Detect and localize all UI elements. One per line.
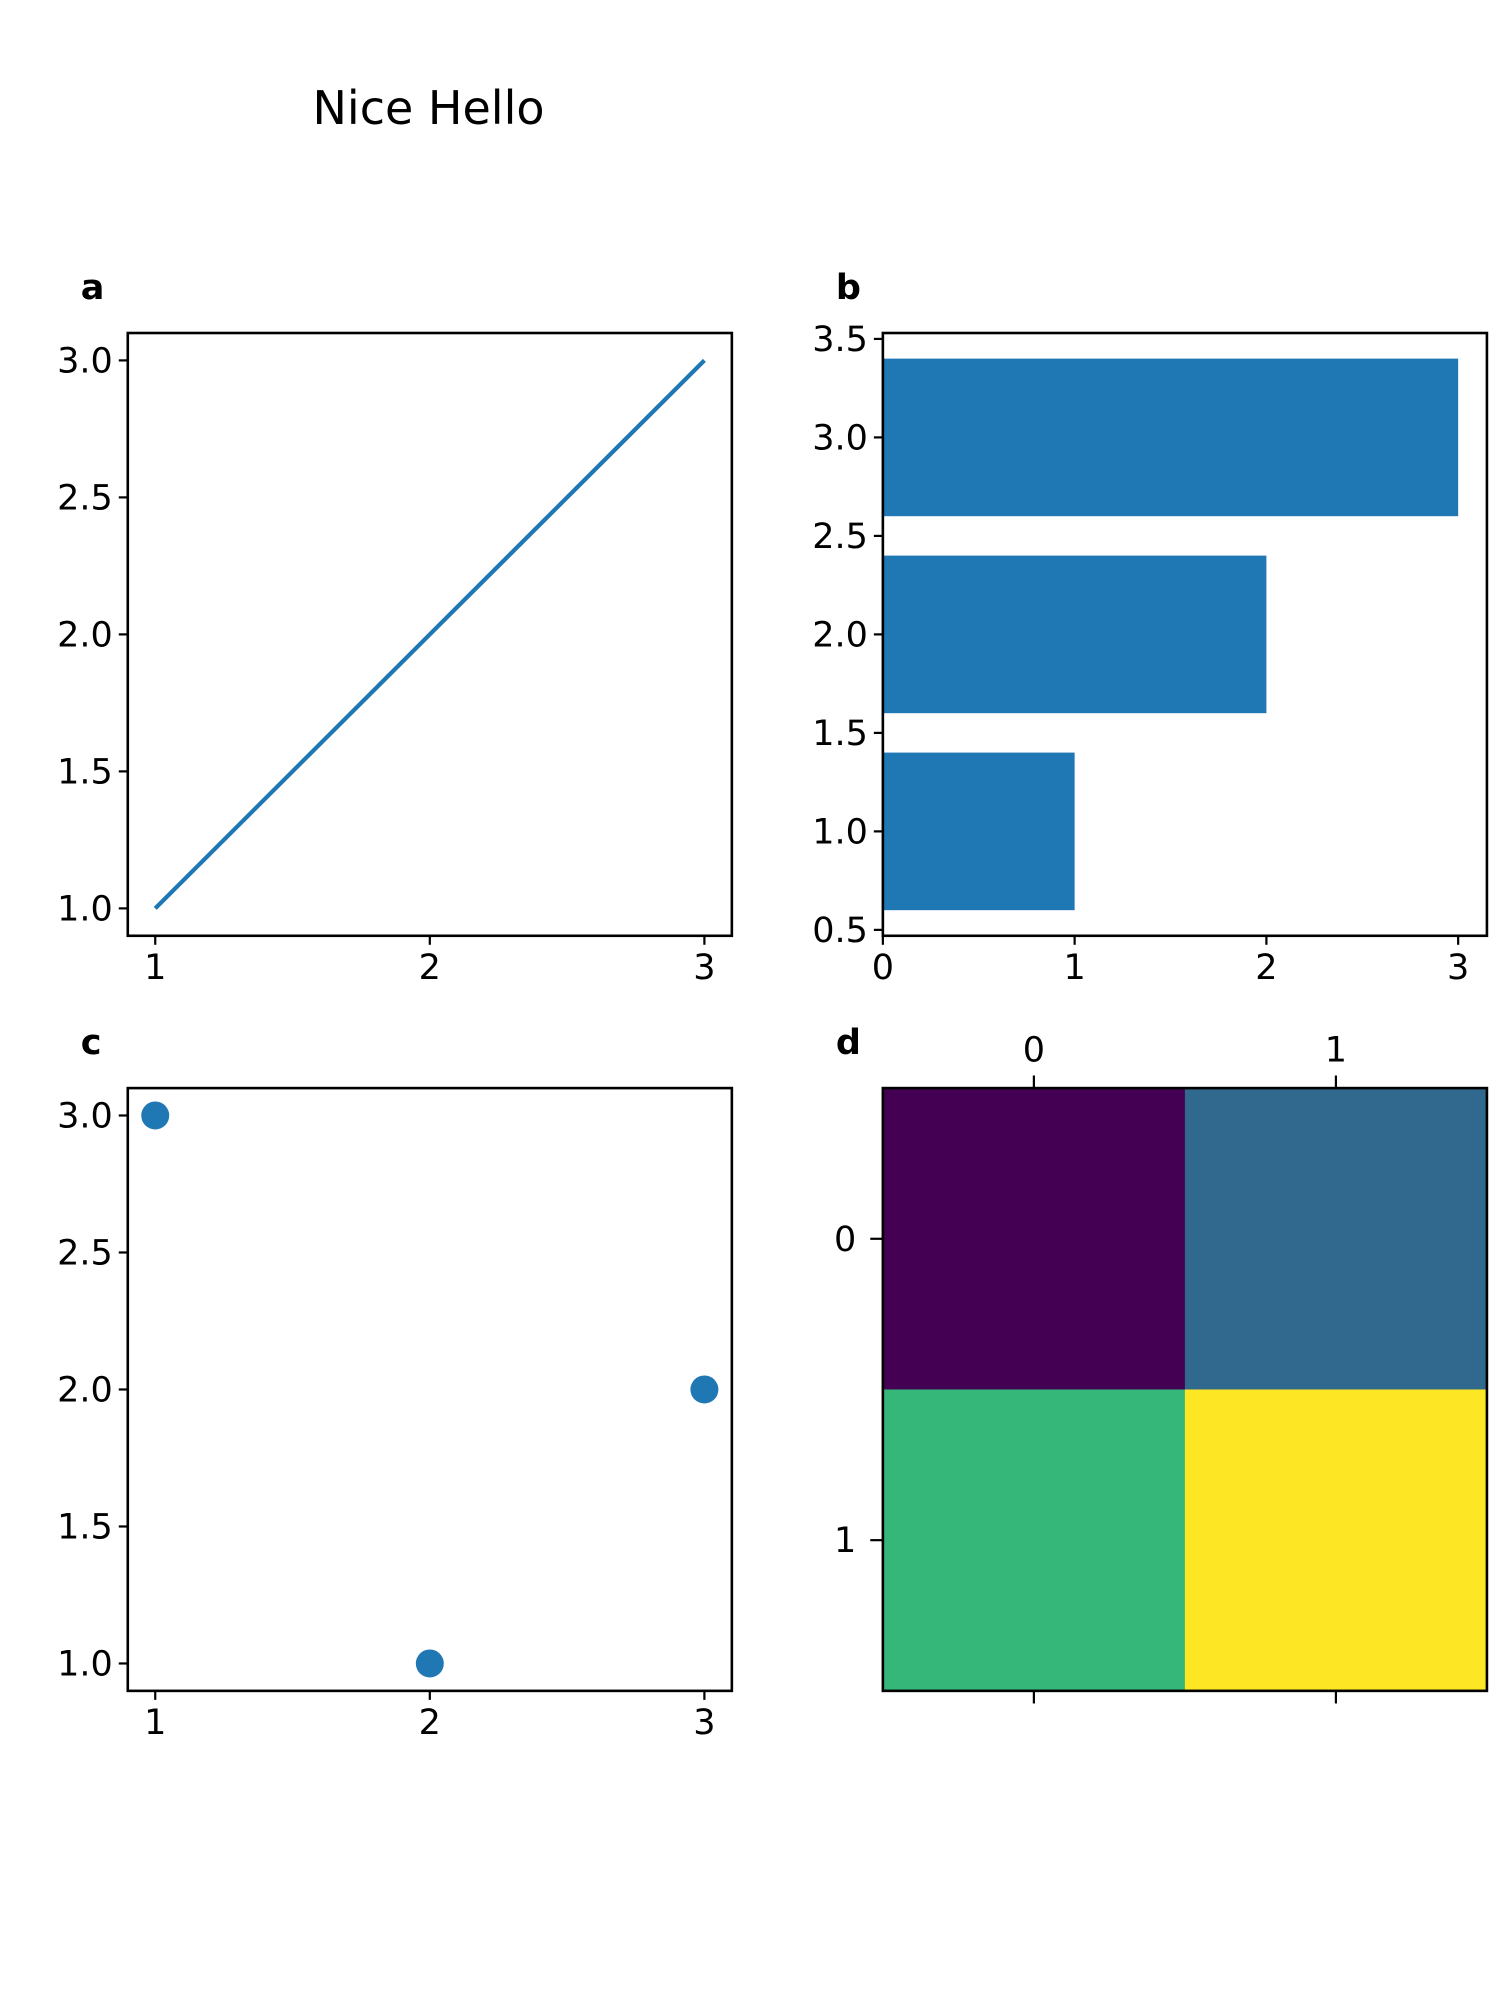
x-tick-label: 0 xyxy=(872,948,894,988)
x-tick-label: 0 xyxy=(1023,1030,1045,1070)
x-tick-label: 1 xyxy=(144,948,166,988)
x-tick-label: 3 xyxy=(693,948,715,988)
y-tick-label: 2.5 xyxy=(812,517,868,557)
scatter-point xyxy=(141,1101,170,1130)
heatmap-cell xyxy=(1184,1389,1488,1692)
y-tick-label: 1 xyxy=(834,1521,856,1561)
axes-frame xyxy=(881,1086,1489,1693)
panel-d-heatmap: 0 1 0 1 d xyxy=(834,1023,1489,1704)
y-tick-label: 2.0 xyxy=(57,1370,113,1410)
x-tick-label: 1 xyxy=(1063,948,1085,988)
x-tick-label: 1 xyxy=(1325,1030,1347,1070)
y-tick-label: 0.5 xyxy=(812,911,868,951)
y-tick-label: 1.0 xyxy=(812,812,868,852)
y-tick-label: 1.5 xyxy=(812,714,868,754)
heatmap-cell xyxy=(1184,1088,1488,1390)
bar xyxy=(882,358,1459,517)
panel-c-scatter-chart: 1 2 3 1.0 1.5 2.0 2.5 3.0 c xyxy=(57,1023,734,1743)
panel-label: b xyxy=(836,268,861,308)
y-tick-label: 1.5 xyxy=(57,1507,113,1547)
panel-b-bar-chart: 0 1 2 3 0.5 1.0 1.5 2.0 2.5 3.0 3.5 b xyxy=(812,268,1489,988)
figure-title: Nice Hello xyxy=(313,81,545,135)
x-tick-label: 1 xyxy=(144,1703,166,1743)
y-tick-label: 3.0 xyxy=(57,1096,113,1136)
y-tick-label: 0 xyxy=(834,1220,856,1260)
panel-a-line-chart: 1 2 3 1.0 1.5 2.0 2.5 3.0 a xyxy=(57,268,734,988)
bar xyxy=(882,752,1075,911)
scatter-point xyxy=(690,1375,719,1404)
x-tick-label: 2 xyxy=(419,948,441,988)
bar xyxy=(882,555,1267,714)
heatmap-cell xyxy=(882,1389,1186,1692)
x-tick-label: 2 xyxy=(419,1703,441,1743)
panel-label: a xyxy=(81,268,105,308)
panel-label: c xyxy=(81,1023,102,1063)
scatter-point xyxy=(415,1649,444,1678)
x-tick-label: 3 xyxy=(1447,948,1469,988)
y-tick-label: 1.0 xyxy=(57,1644,113,1684)
y-tick-label: 3.5 xyxy=(812,320,868,360)
heatmap-cell xyxy=(882,1088,1186,1390)
x-tick-label: 3 xyxy=(693,1703,715,1743)
panel-label: d xyxy=(836,1023,861,1063)
series-line xyxy=(153,358,706,910)
y-tick-label: 1.0 xyxy=(57,889,113,929)
y-tick-label: 2.5 xyxy=(57,478,113,518)
y-tick-label: 3.0 xyxy=(812,418,868,458)
x-tick-label: 2 xyxy=(1255,948,1277,988)
y-tick-label: 1.5 xyxy=(57,752,113,792)
y-tick-label: 2.5 xyxy=(57,1233,113,1273)
y-tick-label: 2.0 xyxy=(57,615,113,655)
y-tick-label: 2.0 xyxy=(812,615,868,655)
y-tick-label: 3.0 xyxy=(57,341,113,381)
